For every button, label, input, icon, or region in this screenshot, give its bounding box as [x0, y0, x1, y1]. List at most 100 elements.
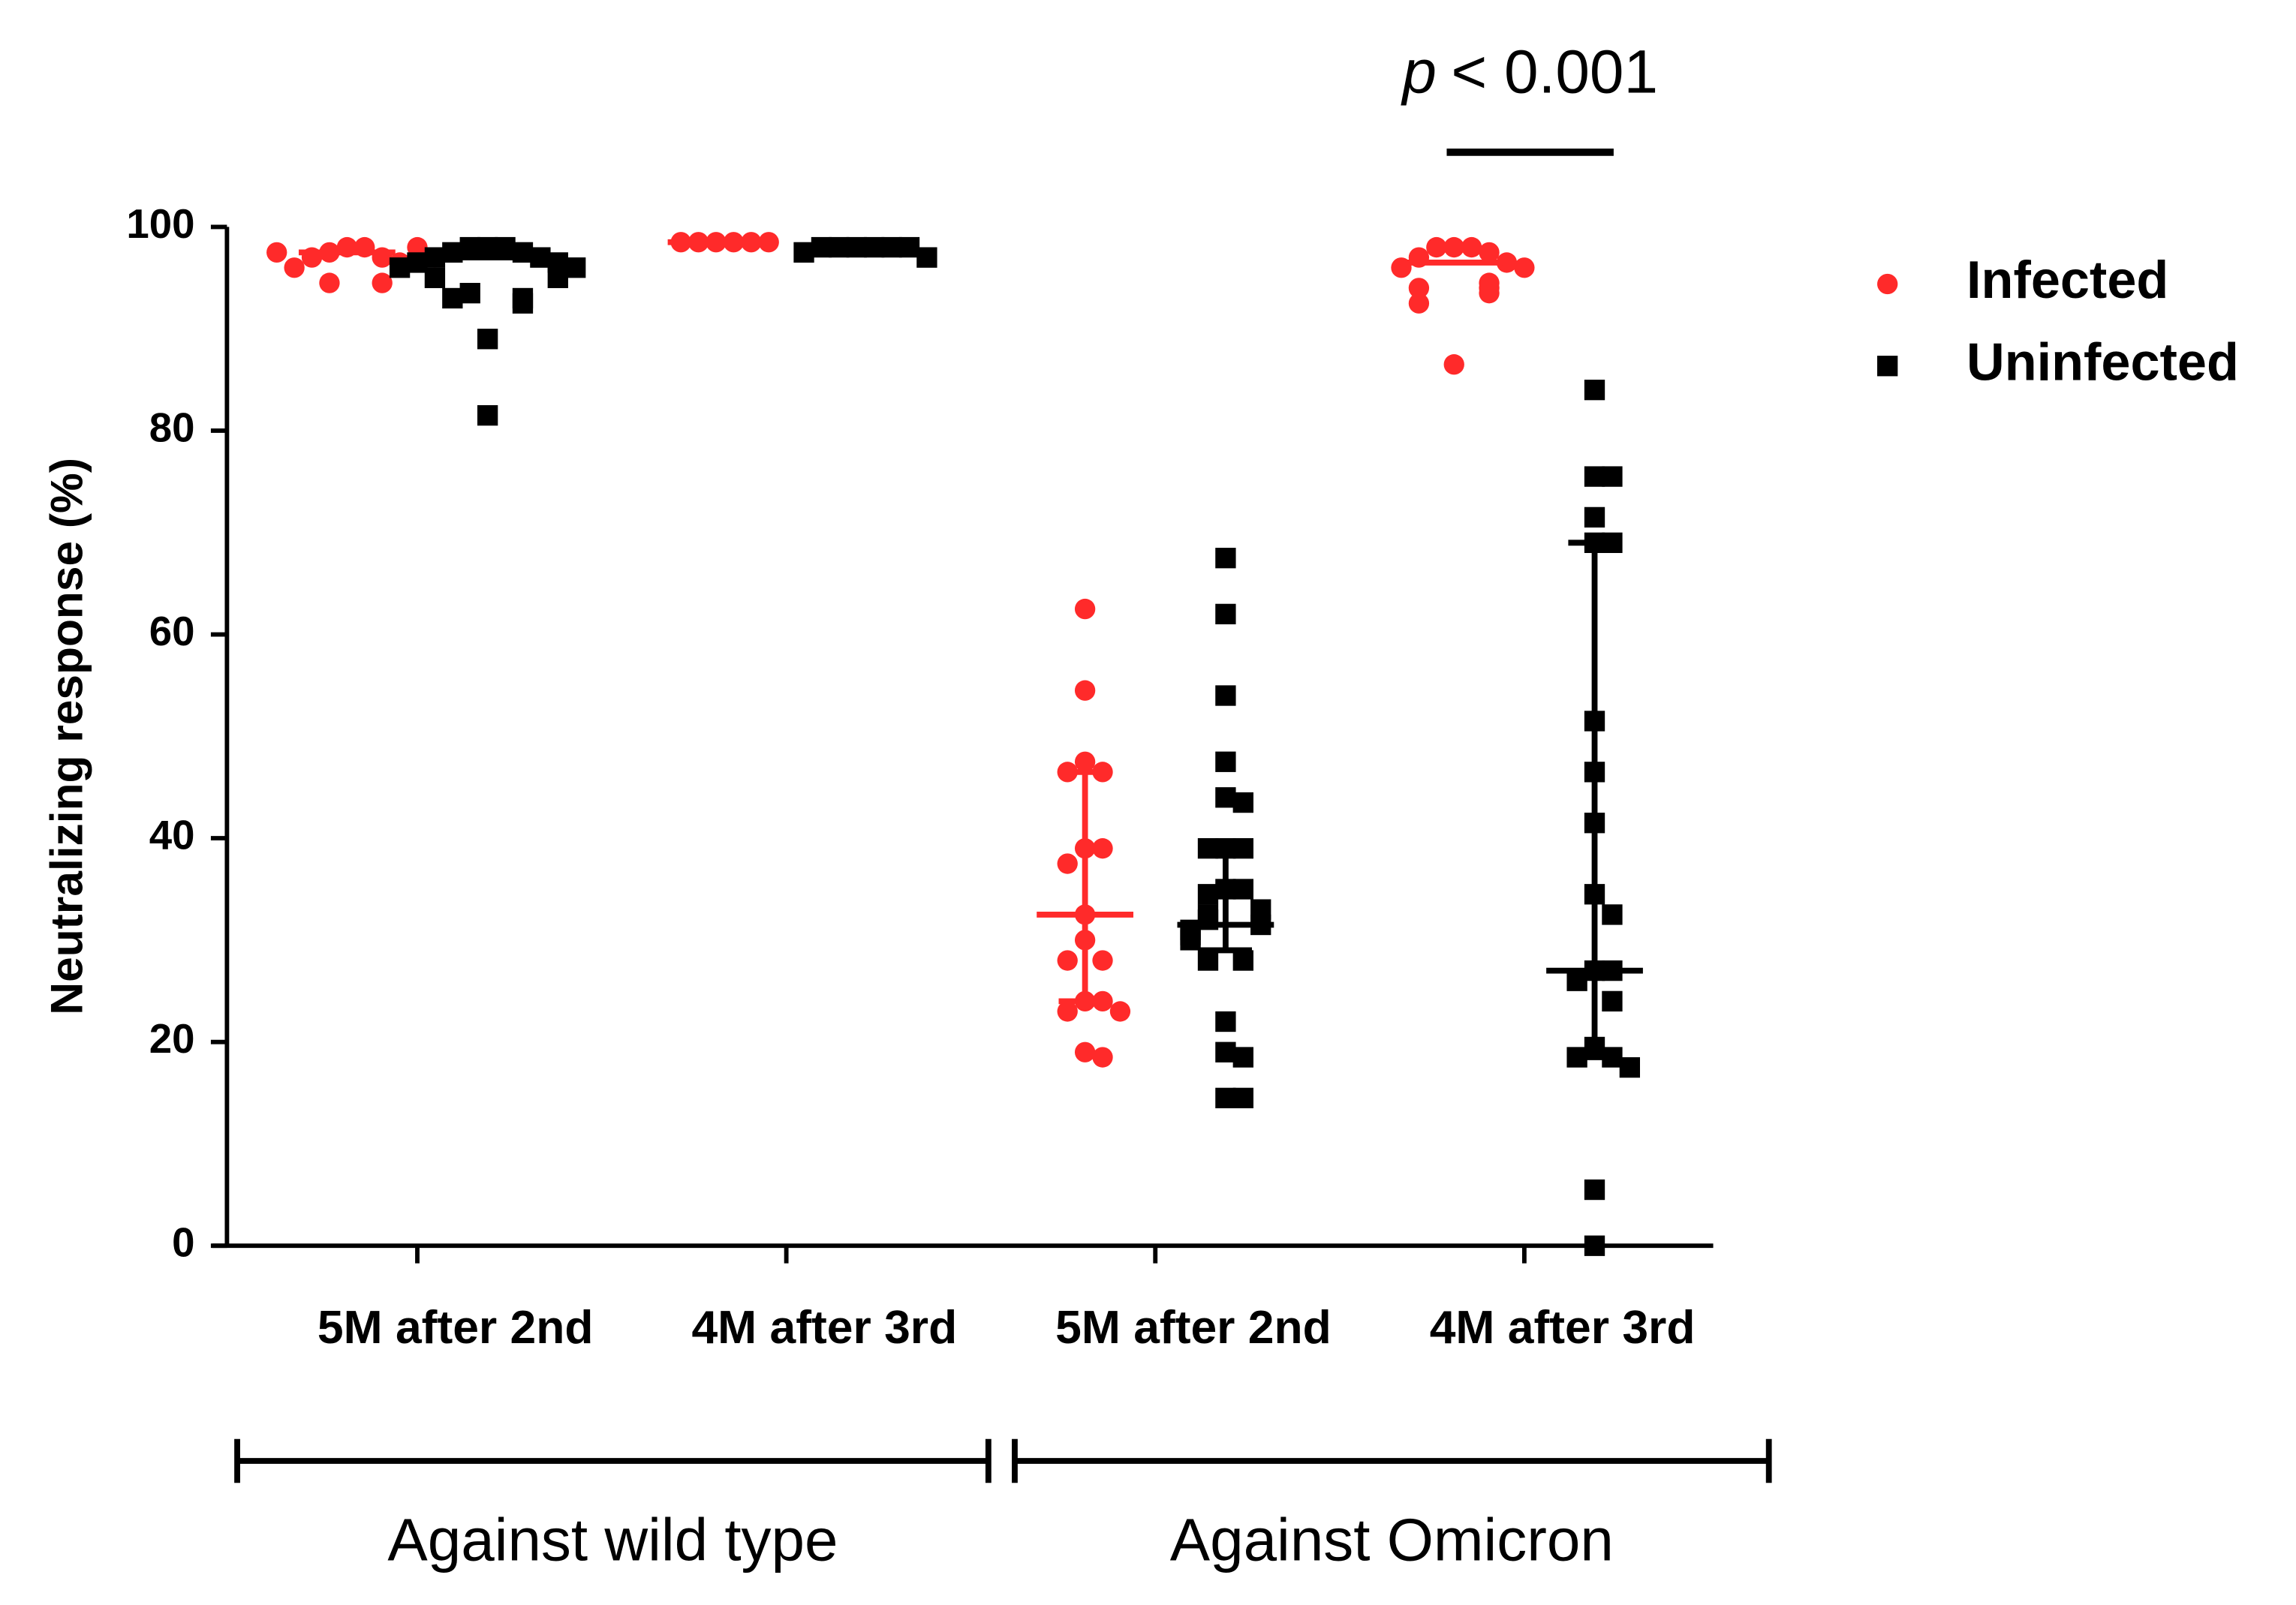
x-tick-label: 5M after 2nd — [1055, 1301, 1332, 1354]
data-point — [1584, 532, 1605, 553]
data-point — [1215, 838, 1236, 859]
data-point — [266, 242, 287, 263]
data-point — [1057, 762, 1078, 783]
x-tick-label: 4M after 3rd — [691, 1301, 957, 1354]
data-point — [1092, 950, 1113, 971]
data-point — [1461, 236, 1482, 258]
data-point — [1566, 970, 1587, 991]
significance-p: p — [1400, 38, 1437, 106]
data-point — [495, 236, 516, 258]
data-point — [1232, 879, 1253, 900]
data-point — [1232, 838, 1253, 859]
data-point — [1584, 506, 1605, 528]
x-tick-label: 5M after 2nd — [317, 1301, 594, 1354]
data-point — [477, 329, 498, 350]
data-point — [1074, 838, 1096, 859]
significance-label: p < 0.001 — [1400, 38, 1658, 106]
data-point — [1408, 293, 1430, 314]
data-point — [1584, 1235, 1605, 1256]
data-point — [284, 257, 305, 278]
data-point — [442, 287, 463, 309]
data-point — [1180, 930, 1201, 951]
data-point — [1092, 1047, 1113, 1068]
data-point — [1057, 853, 1078, 874]
data-point — [1602, 532, 1623, 553]
group-label: Against wild type — [387, 1506, 838, 1573]
data-point — [1584, 884, 1605, 905]
data-point — [1566, 1047, 1587, 1068]
data-point — [1479, 283, 1500, 304]
data-point — [565, 257, 586, 278]
data-point — [1197, 838, 1219, 859]
legend-marker — [1877, 273, 1898, 295]
data-point — [1109, 1001, 1131, 1022]
data-point — [1443, 354, 1464, 375]
data-point — [1602, 990, 1623, 1012]
data-point — [1215, 1087, 1236, 1109]
data-point — [372, 272, 393, 293]
data-point — [1408, 278, 1430, 299]
data-point — [1074, 990, 1096, 1012]
data-point — [1232, 1087, 1253, 1109]
data-point — [1215, 603, 1236, 625]
data-point — [1619, 1056, 1640, 1078]
legend-label: Uninfected — [1966, 332, 2239, 391]
data-point — [1074, 1041, 1096, 1062]
data-point — [1232, 1047, 1253, 1068]
data-point — [1602, 466, 1623, 487]
data-point — [1215, 548, 1236, 569]
data-point — [1602, 1047, 1623, 1068]
data-point — [1074, 598, 1096, 620]
group-label: Against Omicron — [1170, 1506, 1614, 1573]
data-point — [1092, 762, 1113, 783]
y-tick-label: 20 — [149, 1016, 195, 1062]
data-point — [1584, 762, 1605, 783]
data-point — [1215, 751, 1236, 772]
data-point — [459, 236, 480, 258]
data-point — [1215, 1041, 1236, 1062]
data-point — [1232, 950, 1253, 971]
significance-text: < 0.001 — [1451, 38, 1658, 106]
data-point — [1057, 1001, 1078, 1022]
data-point — [1602, 904, 1623, 925]
data-point — [424, 267, 446, 288]
data-point — [1057, 950, 1078, 971]
y-tick-label: 40 — [149, 813, 195, 858]
data-point — [1584, 813, 1605, 834]
data-point — [1074, 680, 1096, 701]
data-point — [477, 404, 498, 426]
y-tick-label: 80 — [149, 404, 195, 450]
data-point — [477, 236, 498, 258]
y-tick-label: 0 — [172, 1220, 194, 1266]
data-point — [1215, 1011, 1236, 1032]
data-point — [1584, 466, 1605, 487]
x-tick-label: 4M after 3rd — [1430, 1301, 1696, 1354]
data-point — [1584, 711, 1605, 732]
data-point — [1092, 990, 1113, 1012]
data-point — [1496, 252, 1518, 273]
data-point — [1584, 380, 1605, 401]
data-point — [1215, 879, 1236, 900]
data-point — [1584, 1179, 1605, 1201]
data-point — [1426, 236, 1447, 258]
data-point — [758, 232, 779, 253]
y-axis-label: Neutralizing response (%) — [41, 458, 92, 1015]
data-point — [1074, 751, 1096, 772]
data-point — [1215, 787, 1236, 808]
data-point — [1514, 257, 1535, 278]
data-point — [1443, 236, 1464, 258]
data-point — [512, 293, 534, 314]
data-point — [1197, 884, 1219, 905]
data-point — [407, 252, 428, 273]
y-tick-label: 60 — [149, 609, 195, 654]
legend-marker — [1877, 356, 1898, 377]
data-point — [1215, 685, 1236, 706]
data-point — [547, 267, 568, 288]
data-point — [1074, 930, 1096, 951]
data-point — [319, 272, 340, 293]
data-point — [389, 257, 411, 278]
data-point — [916, 247, 937, 268]
data-point — [1232, 792, 1253, 813]
